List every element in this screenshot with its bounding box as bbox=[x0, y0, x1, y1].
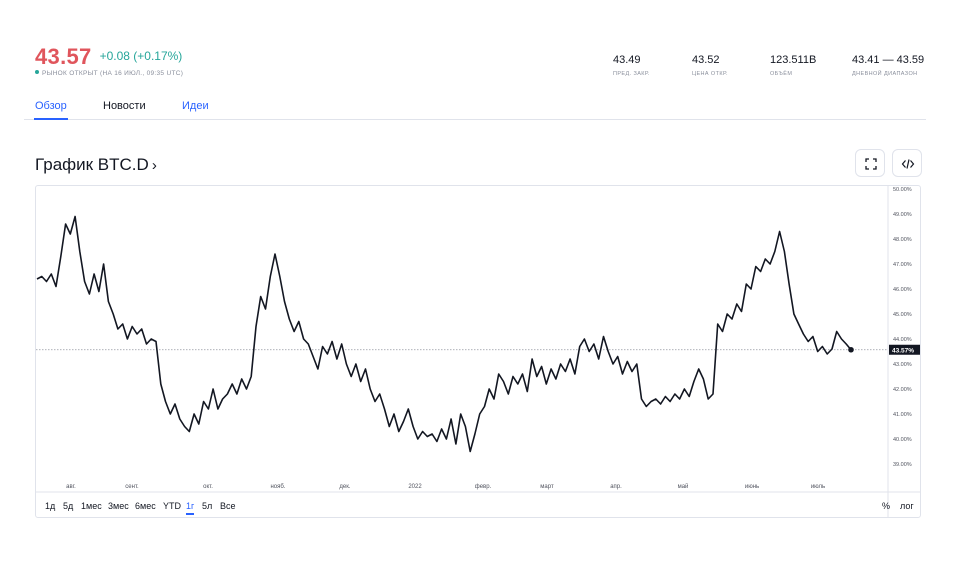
x-tick-label: февр. bbox=[475, 484, 492, 490]
stat-label: ЦЕНА ОТКР. bbox=[692, 71, 728, 77]
market-status-text: РЫНОК ОТКРЫТ (НА 16 ИЮЛ., 09:35 UTC) bbox=[42, 70, 184, 77]
y-tick-label: 42.00% bbox=[893, 387, 912, 393]
y-tick-label: 50.00% bbox=[893, 187, 912, 193]
y-tick-label: 45.00% bbox=[893, 312, 912, 318]
code-embed-icon bbox=[901, 159, 915, 169]
y-tick-label: 48.00% bbox=[893, 237, 912, 243]
x-tick-label: дек. bbox=[339, 484, 350, 490]
series-line bbox=[36, 215, 852, 453]
tab-news[interactable]: Новости bbox=[103, 100, 146, 112]
stat-value: 43.49 bbox=[613, 54, 641, 66]
x-tick-label: май bbox=[678, 483, 689, 490]
last-value-badge bbox=[889, 344, 920, 355]
chart-title: График BTC.D bbox=[35, 155, 149, 174]
last-value-label: 43.57% bbox=[892, 347, 914, 354]
scale-percent-toggle[interactable]: % bbox=[882, 501, 891, 511]
x-tick-label: авг. bbox=[66, 484, 76, 490]
stat-day-range: 43.41 — 43.59 ДНЕВНОЙ ДИАПАЗОН bbox=[852, 54, 924, 77]
chart-container[interactable]: 50.00% 49.00% 48.00% 47.00% 46.00% 45.00% 44.0… bbox=[35, 185, 921, 518]
y-tick-label: 39.00% bbox=[893, 462, 912, 468]
stat-open: 43.52 ЦЕНА ОТКР. bbox=[692, 54, 728, 77]
range-5y[interactable]: 5л bbox=[202, 501, 213, 511]
last-point-marker bbox=[848, 346, 854, 353]
stat-label: ПРЕД. ЗАКР. bbox=[613, 71, 650, 77]
range-1y[interactable]: 1г bbox=[186, 501, 195, 515]
tab-ideas[interactable]: Идеи bbox=[182, 100, 209, 112]
price-change: +0.08 (+0.17%) bbox=[99, 49, 183, 63]
y-tick-label: 49.00% bbox=[893, 212, 912, 218]
range-ytd[interactable]: YTD bbox=[163, 501, 181, 511]
scale-log-toggle[interactable]: лог bbox=[900, 501, 914, 511]
y-tick-label: 43.00% bbox=[893, 362, 912, 368]
stat-label: ОБЪЁМ bbox=[770, 71, 793, 77]
price-header: 43.57 +0.08 (+0.17%) bbox=[35, 44, 182, 70]
x-tick-label: июль bbox=[811, 484, 825, 490]
range-3m[interactable]: 3мес bbox=[108, 501, 129, 511]
x-tick-label: апр. bbox=[610, 484, 622, 490]
market-status: РЫНОК ОТКРЫТ (НА 16 ИЮЛ., 09:35 UTC) bbox=[35, 70, 183, 77]
embed-button[interactable] bbox=[892, 149, 922, 177]
range-all[interactable]: Все bbox=[220, 501, 236, 511]
y-tick-label: 41.00% bbox=[893, 412, 912, 418]
x-tick-label: март bbox=[540, 484, 554, 490]
stat-value: 43.52 bbox=[692, 54, 720, 66]
range-6m[interactable]: 6мес bbox=[135, 501, 156, 511]
y-tick-label: 44.00% bbox=[893, 337, 912, 343]
x-tick-label: нояб. bbox=[270, 484, 285, 490]
chevron-right-icon: › bbox=[151, 157, 157, 174]
stat-volume: 123.511B ОБЪЁМ bbox=[770, 54, 816, 77]
tab-bar: Обзор Новости Идеи bbox=[24, 96, 926, 120]
y-tick-label: 46.00% bbox=[893, 287, 912, 293]
x-tick-label: 2022 bbox=[408, 484, 422, 490]
range-1d[interactable]: 1д bbox=[45, 501, 56, 511]
range-1m[interactable]: 1мес bbox=[81, 501, 102, 511]
x-tick-label: сент. bbox=[125, 484, 139, 490]
btc-dominance-chart[interactable]: 50.00% 49.00% 48.00% 47.00% 46.00% 45.00% 44.0… bbox=[36, 186, 921, 518]
x-tick-label: окт. bbox=[203, 484, 213, 490]
current-price: 43.57 bbox=[35, 44, 92, 69]
tab-overview[interactable]: Обзор bbox=[34, 100, 68, 120]
range-5d[interactable]: 5д bbox=[63, 501, 74, 511]
y-tick-label: 40.00% bbox=[893, 437, 912, 443]
stat-prev-close: 43.49 ПРЕД. ЗАКР. bbox=[613, 54, 650, 77]
stat-value: 123.511B bbox=[770, 54, 817, 66]
y-tick-label: 47.00% bbox=[893, 262, 912, 268]
stat-label: ДНЕВНОЙ ДИАПАЗОН bbox=[852, 71, 918, 77]
chart-title-link[interactable]: График BTC.D › bbox=[35, 155, 157, 175]
fullscreen-button[interactable] bbox=[855, 149, 885, 177]
status-dot-icon bbox=[35, 70, 39, 74]
stat-value: 43.41 — 43.59 bbox=[852, 54, 925, 66]
fullscreen-icon bbox=[865, 158, 877, 170]
x-tick-label: июнь bbox=[745, 484, 759, 490]
